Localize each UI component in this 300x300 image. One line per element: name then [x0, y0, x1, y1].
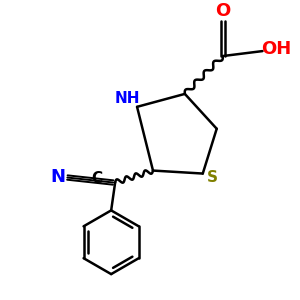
- Text: N: N: [50, 167, 65, 185]
- Text: S: S: [207, 170, 218, 185]
- Text: OH: OH: [261, 40, 292, 58]
- Text: O: O: [215, 2, 230, 20]
- Text: C: C: [92, 171, 103, 186]
- Text: NH: NH: [114, 92, 140, 106]
